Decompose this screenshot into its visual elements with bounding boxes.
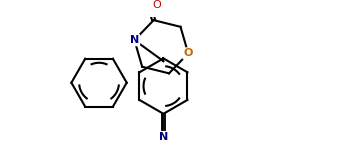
Text: O: O bbox=[184, 48, 193, 58]
Text: N: N bbox=[130, 35, 139, 45]
Text: O: O bbox=[152, 0, 161, 10]
Text: N: N bbox=[159, 132, 168, 142]
